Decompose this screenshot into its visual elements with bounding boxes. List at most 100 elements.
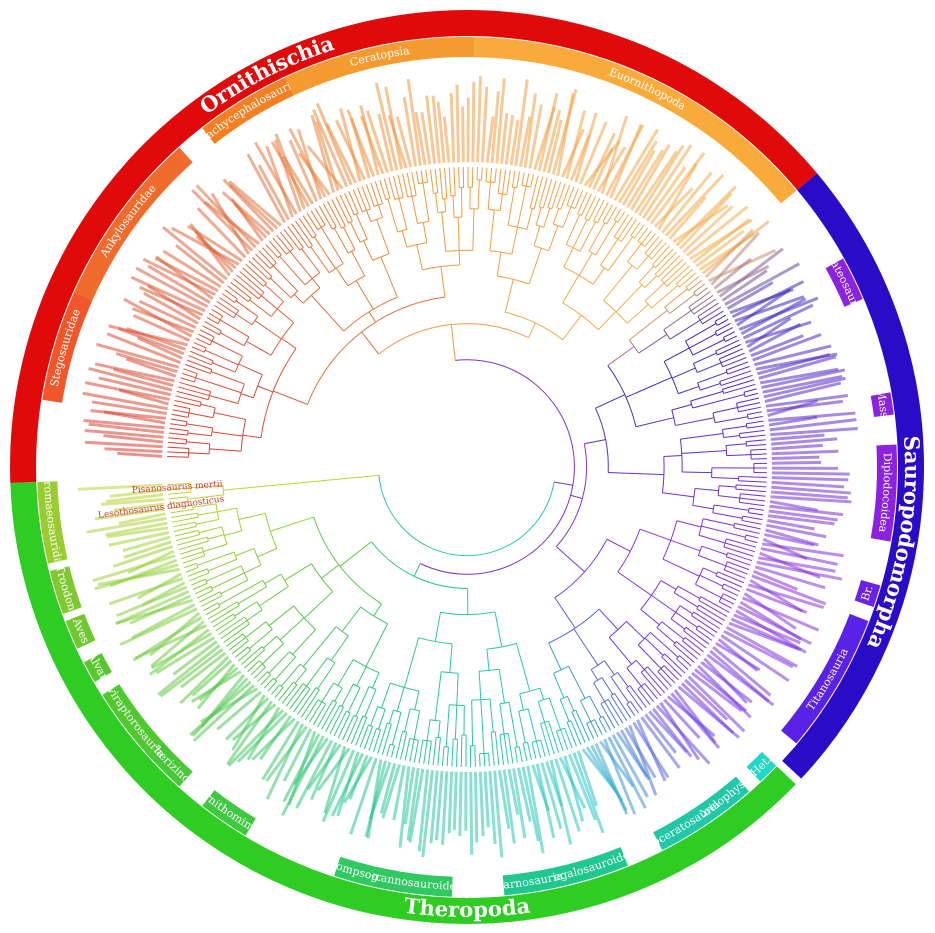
- branch: [460, 734, 463, 767]
- tip-text-block: [675, 185, 737, 247]
- branch: [702, 310, 724, 325]
- branch: [460, 187, 463, 218]
- branch: [197, 551, 235, 566]
- branch: [185, 567, 199, 573]
- branch: [170, 418, 188, 423]
- tip-text-block: [137, 572, 183, 600]
- tip-text-block: [576, 750, 598, 807]
- branch: [187, 568, 208, 577]
- branch: [342, 715, 355, 741]
- branch: [372, 729, 382, 753]
- branch: [204, 349, 239, 366]
- branch: [224, 530, 242, 537]
- branch-arc: [302, 287, 321, 304]
- branch: [178, 540, 209, 551]
- branch: [547, 180, 557, 208]
- tip-text-block: [765, 394, 849, 408]
- tip-text-block: [84, 440, 163, 449]
- branch: [235, 548, 255, 557]
- branch: [206, 565, 242, 582]
- branch: [188, 355, 212, 366]
- tip-text-block: [129, 594, 192, 625]
- branch: [739, 429, 765, 435]
- branch: [258, 250, 274, 266]
- tip-text-block: [747, 583, 825, 610]
- branch: [289, 251, 313, 279]
- branch: [519, 693, 524, 711]
- branch: [204, 321, 222, 332]
- tip-text-block: [282, 728, 313, 782]
- tip-text-block: [334, 119, 367, 181]
- tip-text-block: [666, 695, 716, 737]
- tip-text-block: [725, 625, 798, 668]
- branch: [207, 558, 238, 572]
- tip-text-block: [771, 471, 850, 476]
- branch: [604, 701, 620, 727]
- tip-text-block: [700, 661, 753, 704]
- branch: [737, 402, 761, 409]
- branch: [627, 304, 649, 324]
- tip-text-block: [379, 762, 397, 814]
- branch-arc: [676, 283, 680, 288]
- branch: [685, 323, 717, 342]
- branch: [211, 431, 243, 437]
- tip-text-block: [96, 342, 180, 369]
- tip-text-block: [733, 613, 801, 645]
- tip-text-block: [547, 119, 563, 174]
- tip-text-block: [429, 770, 439, 844]
- tip-text-block: [265, 725, 308, 782]
- branch: [644, 236, 660, 254]
- branch: [420, 170, 424, 183]
- branch: [748, 512, 764, 516]
- branch: [746, 420, 764, 425]
- branch-arc: [580, 695, 590, 702]
- branch: [661, 621, 685, 640]
- tip-text-block: [745, 587, 808, 614]
- tip-text-block: [504, 114, 515, 165]
- branch: [548, 642, 562, 671]
- branch: [167, 456, 189, 458]
- branch: [548, 721, 560, 753]
- branch-arc: [376, 728, 381, 731]
- branch: [528, 248, 542, 285]
- branch-arc: [608, 621, 627, 638]
- tip-text-block: [142, 257, 217, 297]
- subclade-band: [49, 566, 82, 615]
- branch: [681, 450, 727, 454]
- tip-text-block: [657, 162, 698, 231]
- branch: [739, 497, 766, 502]
- branch: [610, 676, 630, 703]
- branch: [348, 191, 359, 214]
- tip-text-block: [109, 488, 164, 499]
- branch: [339, 194, 353, 222]
- tip-text-block: [526, 765, 545, 854]
- branch: [746, 439, 766, 443]
- branch: [177, 536, 208, 546]
- branch-arc: [332, 699, 337, 703]
- branch-arc: [640, 666, 648, 673]
- branch: [246, 609, 263, 621]
- branch: [172, 516, 199, 523]
- branch: [742, 515, 763, 521]
- tip-text-block: [769, 504, 844, 517]
- branch: [445, 704, 450, 747]
- branch: [167, 446, 189, 450]
- tip-text-block: [692, 218, 751, 264]
- branch: [308, 701, 323, 723]
- subclade-band: [746, 751, 777, 782]
- branch-arc: [265, 621, 273, 630]
- branch: [212, 613, 234, 628]
- branch: [448, 167, 452, 196]
- branch: [368, 311, 376, 323]
- tip-text-block: [723, 629, 794, 669]
- branch: [188, 412, 214, 419]
- branch: [281, 684, 298, 704]
- branch: [197, 511, 218, 516]
- branch: [283, 229, 301, 251]
- branch: [172, 409, 190, 414]
- branch-arc: [556, 727, 565, 732]
- branch: [174, 400, 201, 407]
- branch: [676, 269, 694, 285]
- branch: [750, 453, 767, 456]
- branch: [235, 300, 259, 317]
